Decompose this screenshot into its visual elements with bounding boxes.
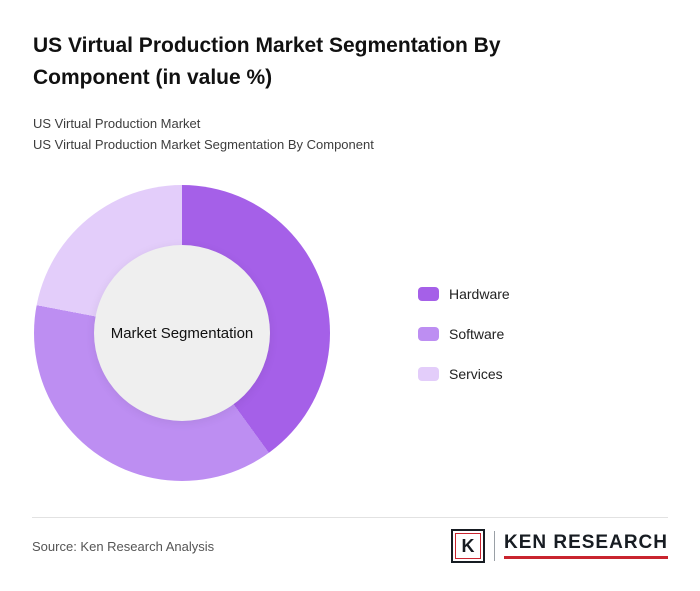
logo-k-letter: K	[454, 533, 481, 559]
legend-item-hardware[interactable]: Hardware	[418, 286, 510, 302]
legend-label: Services	[449, 366, 503, 382]
logo-separator	[493, 531, 495, 561]
source-text: Source: Ken Research Analysis	[32, 538, 215, 554]
chart-subtitles: US Virtual Production Market US Virtual …	[33, 113, 374, 155]
logo-underline	[503, 556, 668, 559]
legend-swatch	[418, 327, 439, 341]
legend-label: Software	[449, 326, 505, 342]
subtitle-line-1: US Virtual Production Market	[33, 116, 201, 131]
donut-center: Market Segmentation	[94, 245, 270, 421]
subtitle-line-2: US Virtual Production Market Segmentatio…	[33, 137, 374, 152]
footer-divider	[32, 517, 668, 518]
legend-item-services[interactable]: Services	[418, 366, 510, 382]
logo-text-wrap: KEN RESEARCH	[503, 532, 668, 559]
ken-research-logo: K KEN RESEARCH	[450, 529, 668, 563]
donut-chart[interactable]: Market Segmentation	[34, 185, 330, 481]
legend-label: Hardware	[449, 286, 510, 302]
logo-k-box: K	[450, 529, 485, 563]
legend-swatch	[418, 287, 439, 301]
donut-center-label: Market Segmentation	[110, 324, 254, 342]
legend-item-software[interactable]: Software	[418, 326, 510, 342]
legend-swatch	[418, 367, 439, 381]
page-title: US Virtual Production Market Segmentatio…	[33, 34, 501, 89]
footer: Source: Ken Research Analysis K KEN RESE…	[32, 524, 668, 568]
chart-legend: Hardware Software Services	[418, 286, 510, 406]
logo-text: KEN RESEARCH	[503, 532, 668, 553]
